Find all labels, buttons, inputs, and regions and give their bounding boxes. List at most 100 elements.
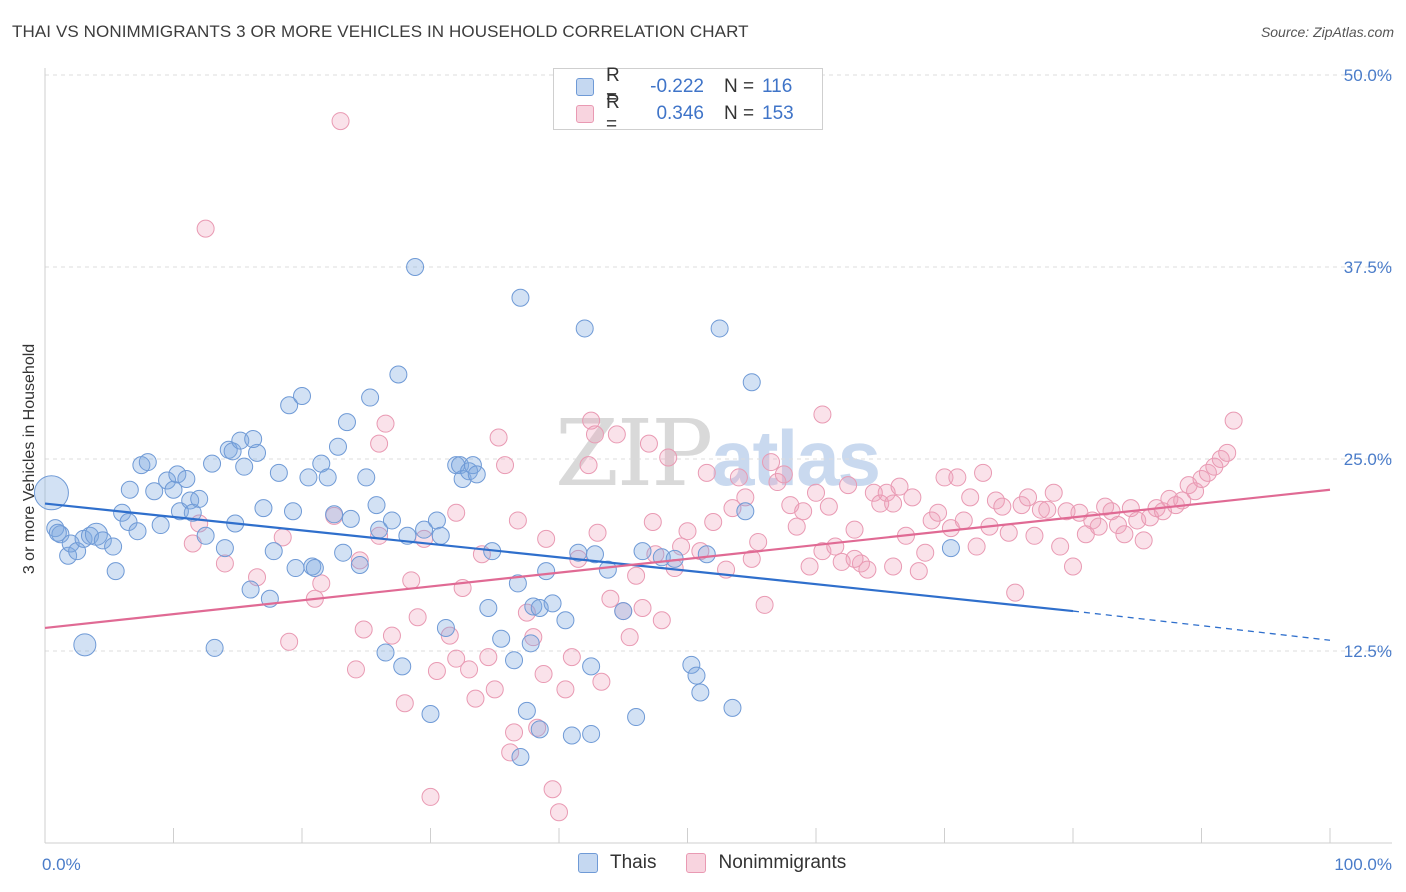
- thais-point: [350, 555, 369, 574]
- legend-item-nonimmigrants[interactable]: Nonimmigrants: [686, 852, 846, 874]
- nonimmigrants-point: [350, 551, 369, 570]
- thais-point: [264, 542, 283, 561]
- thais-point: [530, 720, 549, 739]
- thais-point: [325, 505, 344, 524]
- thais-point: [93, 531, 112, 550]
- thais-point: [710, 319, 729, 338]
- thais-swatch: [578, 853, 598, 873]
- nonimmigrants-point: [485, 680, 504, 699]
- legend-item-thais[interactable]: Thais: [578, 852, 656, 874]
- thais-point: [203, 454, 222, 473]
- nonimmigrants-point: [916, 543, 935, 562]
- series-legend: Thais Nonimmigrants: [578, 852, 876, 874]
- thais-point: [436, 618, 455, 637]
- nonimmigrants-point: [508, 511, 527, 530]
- nonimmigrants-point: [826, 537, 845, 556]
- nonimmigrants-point: [501, 743, 520, 762]
- axes: [44, 68, 1392, 844]
- nonimmigrants-point: [215, 554, 234, 573]
- thais-trend-line: [44, 502, 1074, 613]
- nonimmigrants-point: [903, 488, 922, 507]
- nonimmigrants-point: [954, 511, 973, 530]
- thais-point: [318, 468, 337, 487]
- thais-point: [299, 468, 318, 487]
- nonimmigrants-point: [1205, 457, 1224, 476]
- nonimmigrants-point: [1096, 497, 1115, 516]
- nonimmigrants-point: [1051, 537, 1070, 556]
- thais-points: [33, 258, 960, 766]
- thais-point: [305, 559, 324, 578]
- thais-point: [120, 480, 139, 499]
- nonimmigrants-point: [496, 456, 515, 475]
- thais-point: [293, 387, 311, 406]
- nonimmigrants-point: [800, 557, 819, 576]
- thais-point: [138, 453, 157, 472]
- correlation-legend: R = -0.222 N = 116 R = 0.346 N = 153: [553, 65, 823, 135]
- nonimmigrants-point: [312, 574, 331, 593]
- thais-point: [128, 522, 147, 541]
- x-tick-label: 100.0%: [1334, 855, 1392, 874]
- r-label: R =: [606, 65, 620, 108]
- thais-point: [723, 698, 742, 717]
- y-tick-label: 25.0%: [1344, 450, 1392, 469]
- nonimmigrants-point: [1089, 517, 1108, 536]
- nonimmigrants-point: [1019, 488, 1038, 507]
- nonimmigrants-point: [354, 620, 373, 639]
- nonimmigrants-trend-line: [44, 488, 1331, 630]
- nonimmigrants-point: [704, 512, 723, 531]
- thais-point: [697, 545, 716, 564]
- thais-point: [215, 539, 234, 558]
- thais-point: [196, 526, 215, 545]
- thais-point: [941, 539, 960, 558]
- thais-point: [205, 638, 224, 657]
- thais-point: [582, 724, 601, 743]
- thais-point: [106, 562, 125, 581]
- legend-label-thais: Thais: [610, 852, 657, 873]
- nonimmigrants-point: [562, 648, 581, 667]
- watermark-zip: ZIP: [555, 400, 713, 507]
- thais-point: [582, 657, 601, 676]
- nonimmigrants-point: [845, 520, 864, 539]
- nonimmigrants-point: [813, 405, 832, 424]
- trend-lines: [44, 488, 1331, 641]
- nonimmigrants-point: [935, 468, 954, 487]
- r-label: R =: [606, 92, 620, 135]
- legend-label-nonimmigrants: Nonimmigrants: [718, 852, 847, 873]
- nonimmigrants-point: [585, 425, 604, 444]
- thais-point: [280, 396, 299, 415]
- nonimmigrants-point: [652, 611, 671, 630]
- nonimmigrants-point: [819, 497, 838, 516]
- thais-point: [682, 655, 701, 674]
- thais-point: [231, 431, 250, 450]
- thais-point: [451, 456, 470, 475]
- nonimmigrants-point: [427, 661, 446, 680]
- thais-point: [284, 502, 303, 521]
- thais-point: [537, 562, 556, 581]
- nonimmigrants-point: [370, 526, 389, 545]
- nonimmigrants-point: [370, 434, 389, 453]
- thais-point: [431, 526, 450, 545]
- thais-point: [168, 465, 187, 484]
- thais-point: [492, 629, 511, 648]
- thais-point: [145, 482, 164, 501]
- nonimmigrants-point: [1057, 502, 1076, 521]
- thais-point: [33, 475, 69, 511]
- thais-point: [361, 388, 380, 407]
- nonimmigrants-point: [1031, 500, 1050, 519]
- nonimmigrants-point: [787, 517, 806, 536]
- nonimmigrants-point: [742, 549, 761, 568]
- thais-point: [104, 537, 123, 556]
- thais-point: [585, 545, 604, 564]
- n-label: N =: [724, 76, 755, 97]
- thais-point: [505, 651, 524, 670]
- y-tick-label: 50.0%: [1344, 66, 1392, 85]
- nonimmigrants-point: [909, 562, 928, 581]
- watermark-atlas: atlas: [711, 414, 881, 502]
- nonimmigrants-point: [807, 483, 825, 502]
- nonimmigrants-point: [999, 523, 1018, 542]
- thais-point: [341, 509, 360, 528]
- thais-point: [328, 437, 347, 456]
- nonimmigrants-point: [967, 537, 986, 556]
- nonimmigrants-point: [620, 628, 639, 647]
- thais-point: [244, 430, 263, 449]
